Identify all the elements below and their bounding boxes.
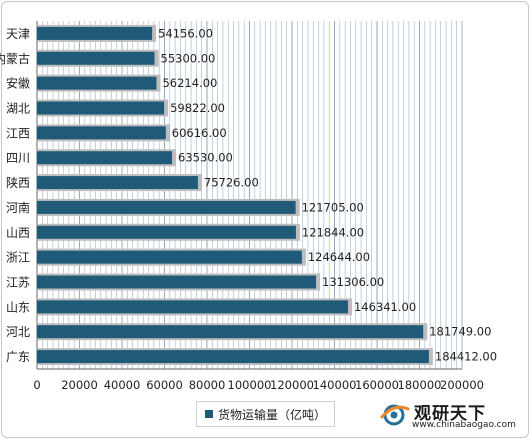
globe-swoosh-icon: [380, 404, 410, 426]
x-tick-label: 160000: [355, 378, 399, 392]
y-tick-label: 安徽: [6, 76, 30, 91]
y-tick-label: 江西: [6, 126, 30, 140]
data-label: 124644.00: [308, 250, 370, 264]
brand-url: www.chinabaogao.com: [412, 420, 516, 430]
y-tick-label: 广东: [6, 350, 30, 364]
bar: [37, 200, 296, 214]
data-label: 54156.00: [158, 26, 213, 40]
x-tick-label: 0: [33, 378, 40, 392]
brand-logo: 观研天下 www.chinabaogao.com: [380, 397, 520, 433]
bar: [37, 250, 302, 264]
bar: [37, 126, 166, 140]
bar: [37, 101, 165, 115]
y-tick-label: 陕西: [6, 175, 30, 190]
brand-name: 观研天下: [414, 404, 486, 424]
y-tick-label: 湖北: [6, 101, 30, 116]
bar: [37, 300, 348, 314]
bar: [37, 176, 198, 190]
data-label: 181749.00: [429, 325, 491, 339]
x-tick-label: 40000: [104, 378, 141, 392]
legend: 货物运输量（亿吨）: [196, 401, 336, 427]
bar: [37, 325, 424, 339]
data-label: 131306.00: [322, 275, 384, 289]
x-tick-label: 80000: [189, 378, 226, 392]
data-label: 184412.00: [435, 350, 497, 364]
y-tick-label: 浙江: [6, 251, 30, 265]
bar: [37, 26, 153, 40]
data-label: 56214.00: [162, 76, 217, 90]
legend-swatch: [205, 410, 213, 418]
data-label: 75726.00: [204, 176, 259, 190]
y-tick-label: 四川: [6, 151, 30, 165]
y-tick-label: 山东: [6, 300, 30, 314]
y-tick-label: 天津: [6, 27, 30, 41]
y-tick-label: 山西: [6, 226, 30, 240]
legend-label: 货物运输量（亿吨）: [218, 407, 327, 422]
x-tick-label: 120000: [270, 378, 314, 392]
x-tick-label: 140000: [313, 378, 357, 392]
data-label: 121705.00: [302, 200, 364, 214]
x-tick-label: 180000: [398, 378, 442, 392]
bar: [37, 51, 155, 65]
data-label: 55300.00: [161, 51, 216, 65]
data-label: 146341.00: [354, 300, 416, 314]
bar: [37, 151, 173, 165]
bar: [37, 225, 296, 239]
data-label: 63530.00: [178, 151, 233, 165]
y-tick-label: 江苏: [6, 276, 30, 290]
bar: [37, 350, 429, 364]
data-label: 60616.00: [172, 126, 227, 140]
y-tick-label: 河南: [6, 200, 30, 215]
bar: [37, 275, 317, 289]
x-tick-label: 60000: [146, 378, 183, 392]
data-label: 59822.00: [170, 101, 225, 115]
x-tick-label: 200000: [440, 378, 484, 392]
x-tick-label: 20000: [61, 378, 98, 392]
data-label: 121844.00: [302, 225, 364, 239]
y-tick-label: 河北: [6, 325, 30, 339]
y-tick-label: 内蒙古: [0, 51, 30, 66]
x-tick-label: 100000: [228, 378, 272, 392]
bar: [37, 76, 157, 90]
